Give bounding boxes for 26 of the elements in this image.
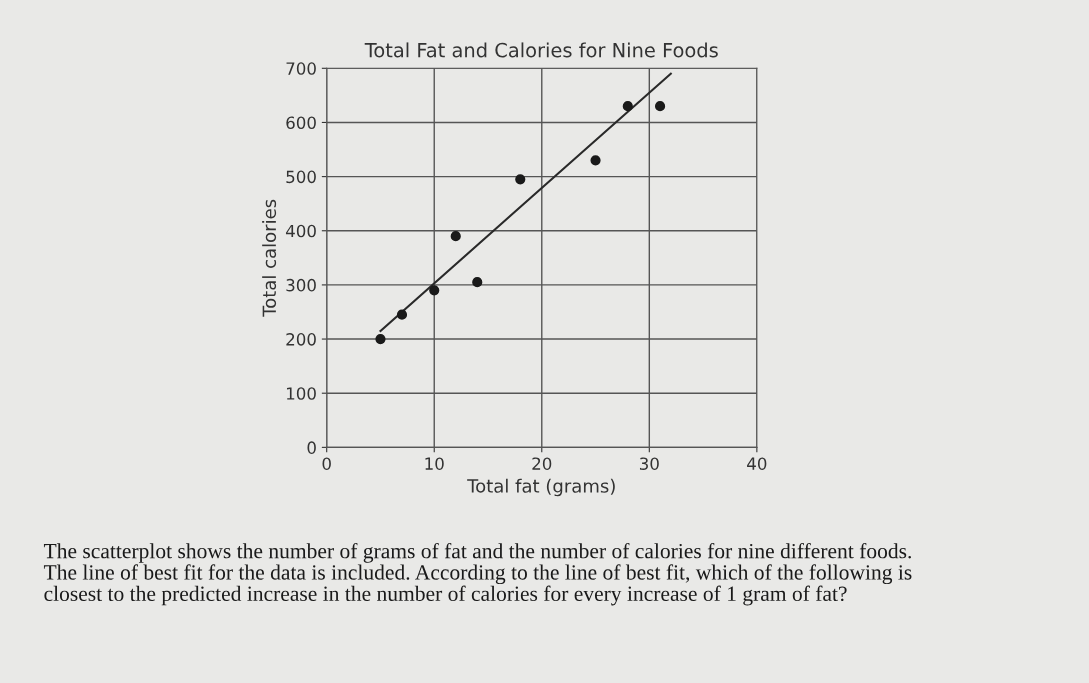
x-tick-label: 0: [322, 457, 331, 470]
point: [622, 101, 633, 112]
y-axis-title: Total calories: [262, 199, 277, 317]
x-tick-label: 10: [425, 457, 444, 470]
point: [590, 155, 601, 166]
y-tick-label: 100: [287, 387, 316, 400]
x-tick-label: 20: [532, 457, 552, 470]
y-tick-label: 600: [286, 116, 316, 130]
y-tick-label: 500: [286, 170, 316, 184]
chart-title: Total Fat and Calories for Nine Foods: [364, 42, 718, 58]
y-tick-label: 0: [307, 441, 316, 454]
point: [429, 285, 440, 296]
text: The scatterplot shows the number of grams of fat and the number of calories for nine different foods. The line of best fit for the data is included. According to the line of best fit, which of the following is closest to the predicted increase in the number of calories for every increase of 1 gram of fat?: [43, 542, 912, 606]
y-tick-label: 300: [286, 278, 316, 292]
point: [472, 277, 483, 288]
x-axis-title: Total fat (grams): [467, 478, 615, 497]
y-tick-label: 200: [286, 333, 316, 346]
point: [375, 333, 386, 345]
x-tick-label: 30: [639, 457, 659, 470]
x-tick-label: 40: [747, 457, 767, 470]
y-tick-label: 400: [285, 224, 316, 238]
point: [515, 174, 526, 185]
point: [396, 309, 408, 320]
y-tick-label: 700: [286, 62, 316, 75]
point: [450, 231, 461, 242]
point: [654, 101, 666, 112]
